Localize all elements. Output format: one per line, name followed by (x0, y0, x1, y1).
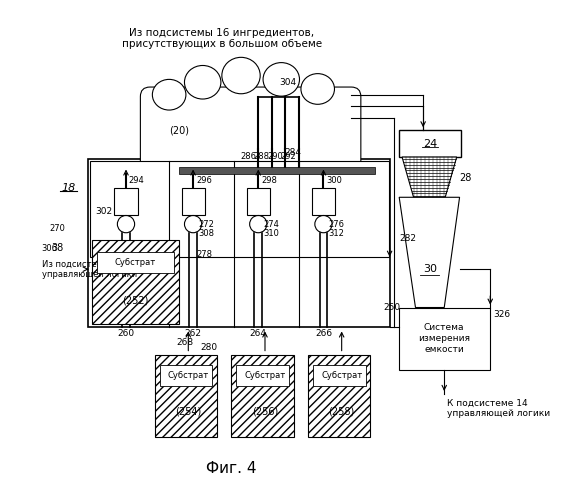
Ellipse shape (222, 58, 260, 94)
Text: 268: 268 (176, 338, 193, 347)
Bar (312, 188, 335, 214)
Bar (179, 166, 375, 174)
Text: (254): (254) (175, 406, 201, 416)
Bar (399, 308, 490, 370)
Text: (256): (256) (252, 406, 278, 416)
Text: 280: 280 (201, 344, 218, 352)
Text: Субстрат: Субстрат (115, 258, 156, 267)
Text: Субстрат: Субстрат (168, 371, 209, 380)
Ellipse shape (263, 62, 299, 96)
Bar (92, 240, 179, 324)
Text: 30: 30 (423, 264, 437, 274)
Bar (89, 161, 389, 256)
Text: Субстрат: Субстрат (245, 371, 286, 380)
Ellipse shape (152, 80, 186, 110)
Text: 298: 298 (261, 176, 277, 186)
Text: 266: 266 (315, 329, 332, 338)
Text: 302: 302 (95, 207, 112, 216)
Text: 294: 294 (129, 176, 145, 186)
Text: 260: 260 (117, 329, 135, 338)
Bar (182, 188, 205, 214)
Text: 278: 278 (196, 250, 212, 260)
Text: 250: 250 (383, 303, 400, 312)
Text: К подсистеме 14
управляющей логики: К подсистеме 14 управляющей логики (447, 398, 550, 418)
Text: 18: 18 (62, 182, 76, 192)
Bar (231, 356, 294, 437)
Text: 288: 288 (254, 152, 270, 160)
Text: (258): (258) (328, 406, 355, 416)
Text: 306: 306 (41, 244, 57, 252)
Text: 262: 262 (185, 329, 202, 338)
Text: 282: 282 (399, 234, 416, 243)
Text: Субстрат: Субстрат (321, 371, 363, 380)
FancyBboxPatch shape (140, 87, 361, 178)
Text: (252): (252) (123, 296, 149, 306)
Bar (155, 356, 217, 437)
Text: 270: 270 (49, 224, 65, 234)
Bar (160, 365, 212, 386)
Text: Из подсистемы 14
управляющей логики: Из подсистемы 14 управляющей логики (42, 260, 137, 279)
Ellipse shape (185, 66, 221, 99)
Text: 274
310: 274 310 (263, 220, 279, 238)
Bar (236, 365, 289, 386)
Text: Из подсистемы 16 ингредиентов,
присутствующих в большом объеме: Из подсистемы 16 ингредиентов, присутств… (122, 28, 322, 49)
Bar (308, 356, 370, 437)
Polygon shape (399, 198, 459, 308)
Bar (313, 365, 365, 386)
Text: 296: 296 (196, 176, 212, 186)
Polygon shape (402, 157, 457, 198)
Text: 304: 304 (279, 78, 296, 87)
Text: (20): (20) (169, 125, 189, 135)
Ellipse shape (301, 74, 335, 104)
Text: 276
312: 276 312 (328, 220, 344, 238)
Bar (88, 159, 390, 326)
Text: 38: 38 (51, 243, 63, 253)
Bar (115, 188, 137, 214)
Bar (97, 252, 174, 273)
Text: 326: 326 (493, 310, 510, 318)
Text: 24: 24 (423, 138, 437, 148)
Text: 272
308: 272 308 (198, 220, 214, 238)
Text: 284: 284 (284, 148, 301, 156)
Text: 264: 264 (250, 329, 267, 338)
Text: 290: 290 (267, 152, 283, 160)
Text: 300: 300 (327, 176, 342, 186)
Bar (399, 130, 462, 157)
Text: Фиг. 4: Фиг. 4 (206, 461, 256, 476)
Text: 28: 28 (459, 173, 472, 183)
Text: 292: 292 (281, 152, 296, 160)
Text: Система
измерения
емкости: Система измерения емкости (418, 322, 470, 354)
Bar (247, 188, 270, 214)
Text: 286: 286 (241, 152, 256, 160)
